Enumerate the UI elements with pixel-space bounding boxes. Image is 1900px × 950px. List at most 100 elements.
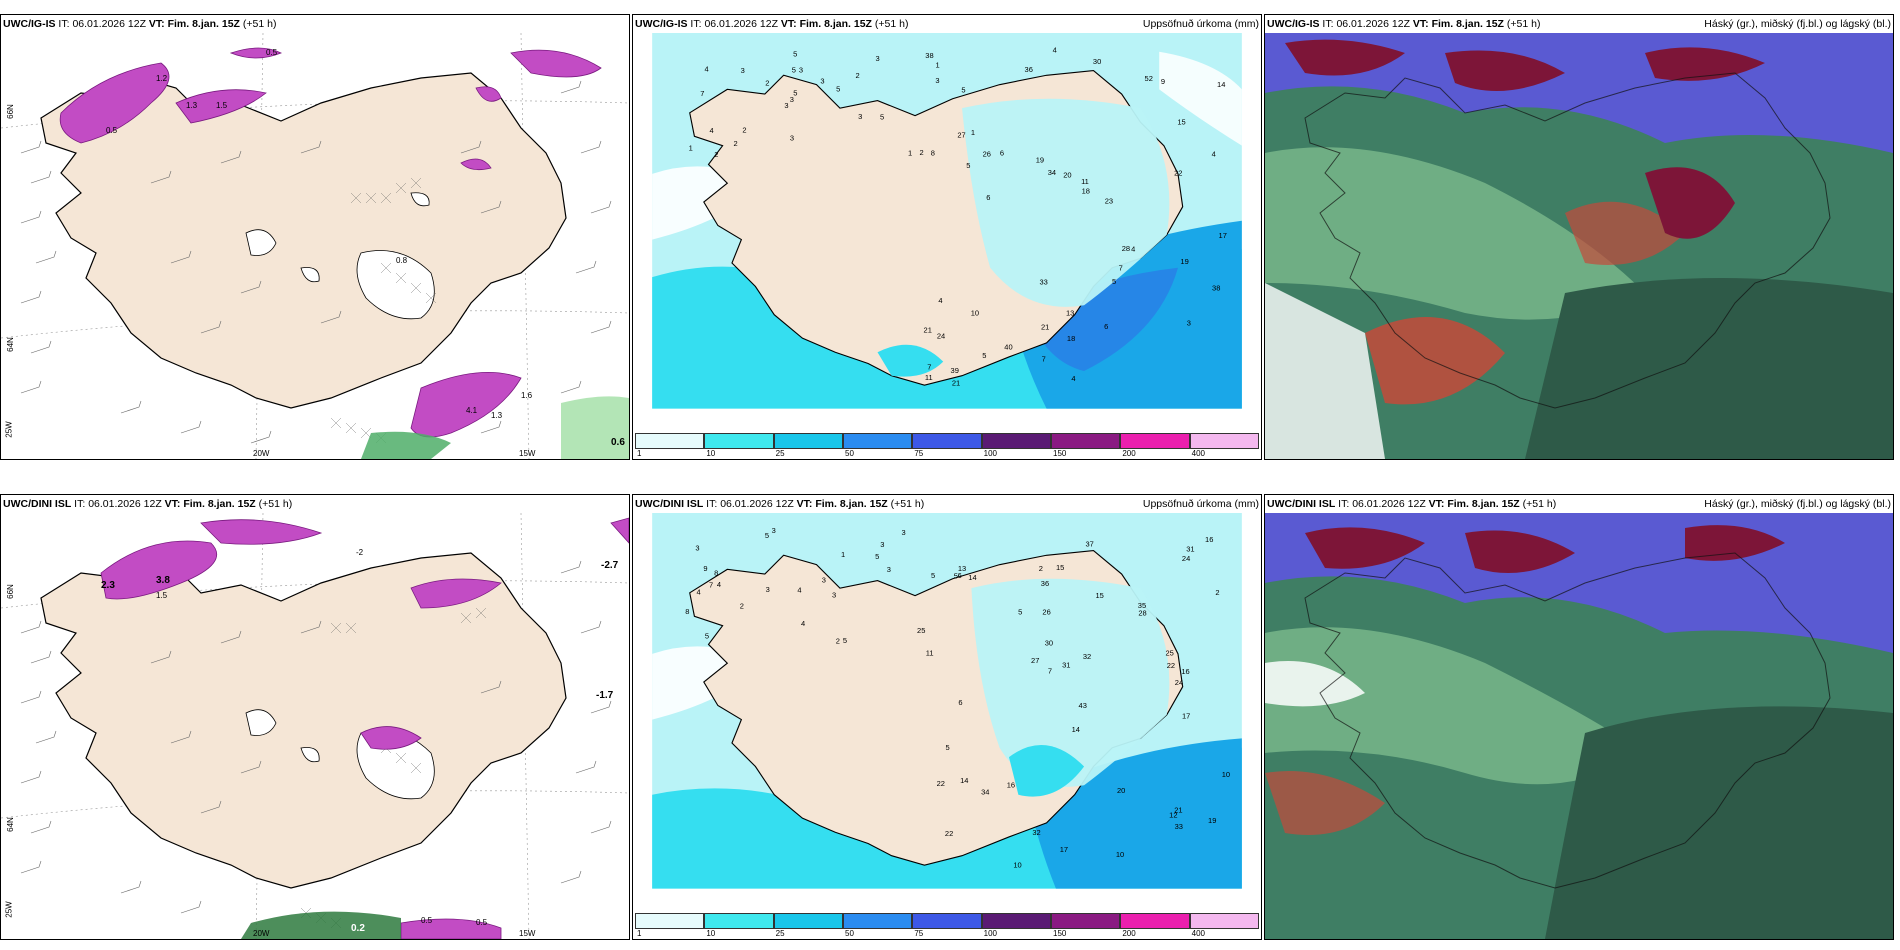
colorbar-tick: 200: [1122, 929, 1136, 938]
precip-value: 34: [981, 788, 989, 797]
value-label: 1.3: [186, 101, 198, 110]
value-label: 1.5: [216, 101, 228, 110]
lon-label-15: 15W: [519, 929, 536, 938]
colorbar-cell: [1189, 913, 1259, 929]
precip-value: 3: [790, 95, 794, 104]
precip-value: 14: [960, 776, 968, 785]
colorbar-tick: 10: [706, 449, 716, 458]
iceland-land: [40, 552, 567, 889]
colorbar-tick: 75: [914, 449, 924, 458]
precip-value: 2: [765, 79, 769, 88]
precip-value: 1: [841, 550, 845, 559]
precip-value: 8: [714, 569, 718, 578]
colorbar-tick: 100: [983, 929, 998, 938]
precip-value: 19: [1180, 257, 1188, 266]
precip-value: 13: [1066, 309, 1074, 318]
model-name: UWC/IG-IS: [635, 18, 688, 30]
it-value: 06.01.2026 12Z: [72, 18, 146, 30]
precip-value: 5: [982, 351, 986, 360]
precip-value: 38: [925, 51, 933, 60]
vt-value: Fim. 8.jan. 15Z: [1447, 498, 1520, 510]
precip-value: 9: [703, 564, 707, 573]
value-label: 1.6: [521, 391, 533, 400]
iceland-land: [40, 72, 567, 409]
precip-value: 5: [880, 113, 884, 122]
vt-label: VT:: [148, 18, 165, 30]
precip-value: 4: [1071, 374, 1075, 383]
value-label: -1.7: [596, 690, 614, 701]
precip-value: 5: [931, 571, 935, 580]
precip-value: 21: [1041, 323, 1049, 332]
vt-label: VT:: [1428, 498, 1445, 510]
precip-value: 8: [685, 607, 689, 616]
precip-value: 28: [1122, 244, 1130, 253]
precip-title: Uppsöfnuð úrkoma (mm): [1142, 18, 1259, 30]
precip-value: 21: [1174, 806, 1182, 815]
precip-value: 3: [901, 528, 905, 537]
colorbar-tick: 100: [983, 449, 998, 458]
precip-value: 22: [1174, 168, 1182, 177]
panel-header: UWC/DINI ISL IT: 06.01.2026 12Z VT: Fim.…: [635, 497, 1259, 512]
precip-value: 10: [1116, 850, 1124, 859]
colorbar-tick: 50: [845, 929, 854, 938]
precip-value: 7: [1119, 264, 1123, 273]
precip-value: 15: [1056, 563, 1064, 572]
colorbar-cell: [773, 433, 843, 449]
precip-value: 4: [797, 585, 801, 594]
precip-value: 9: [1161, 77, 1165, 86]
precip-value: 19: [1036, 155, 1044, 164]
precip-value: 3: [695, 543, 699, 552]
precip-value: 22: [937, 779, 945, 788]
colorbar-cell: [704, 913, 774, 929]
colorbar-cell: [635, 913, 705, 929]
precip-value: 2: [742, 126, 746, 135]
precip-value: 2: [836, 637, 840, 646]
precip-value: 1: [689, 143, 693, 152]
precip-value: 32: [1083, 652, 1091, 661]
precip-value: 3: [880, 540, 884, 549]
precip-value: 4: [1053, 45, 1057, 54]
precip-value: 3: [766, 585, 770, 594]
value-label: 0.5: [106, 126, 118, 135]
colorbar-tick: 400: [1191, 449, 1206, 458]
precip-value: 5: [954, 572, 958, 581]
panel-header: UWC/DINI ISL IT: 06.01.2026 12Z VT: Fim.…: [1267, 497, 1891, 512]
model-name: UWC/IG-IS: [3, 18, 56, 30]
precip-value: 33: [1039, 278, 1047, 287]
precip-value: 4: [696, 588, 700, 597]
precip-value: 40: [1004, 342, 1012, 351]
precip-value: 1: [935, 60, 939, 69]
colorbar-cell: [1051, 913, 1121, 929]
it-label: IT:: [1338, 498, 1350, 510]
precip-value: 17: [1182, 711, 1190, 720]
precip-value: 30: [1045, 639, 1053, 648]
precip-value: 23: [1105, 197, 1113, 206]
colorbar-tick: 150: [1053, 449, 1067, 458]
colorbar-cell: [1120, 913, 1190, 929]
colorbar-cell: [981, 913, 1051, 929]
precip-value: 5: [1018, 608, 1022, 617]
precip-value: 33: [1175, 822, 1183, 831]
model-name: UWC/DINI ISL: [1267, 498, 1336, 510]
precip-value: 7: [927, 363, 931, 372]
precip-value: 31: [1186, 544, 1194, 553]
precip-value: 2: [1039, 564, 1043, 573]
precip-value: 26: [1042, 607, 1050, 616]
value-label: 0.5: [266, 48, 278, 57]
lead-time: (+51 h): [242, 18, 277, 30]
lon-label-20: 20W: [253, 449, 270, 458]
precip-title: Uppsöfnuð úrkoma (mm): [1142, 498, 1259, 510]
colorbar-tick: 1: [637, 929, 642, 938]
map-clouds: [1265, 513, 1893, 939]
precip-value: 1: [971, 128, 975, 137]
colorbar: 1 10 25 50 75 100 150 200 400: [635, 913, 1259, 938]
lead-time: (+51 h): [258, 498, 293, 510]
precip-value: 10: [1013, 861, 1021, 870]
lead-time: (+51 h): [1522, 498, 1557, 510]
precip-value: 26: [983, 149, 991, 158]
precip-value: 3: [784, 101, 788, 110]
precip-value: 32: [1032, 828, 1040, 837]
precip-value: 5: [966, 161, 970, 170]
precip-value: 3: [876, 54, 880, 63]
model-name: UWC/DINI ISL: [3, 498, 72, 510]
